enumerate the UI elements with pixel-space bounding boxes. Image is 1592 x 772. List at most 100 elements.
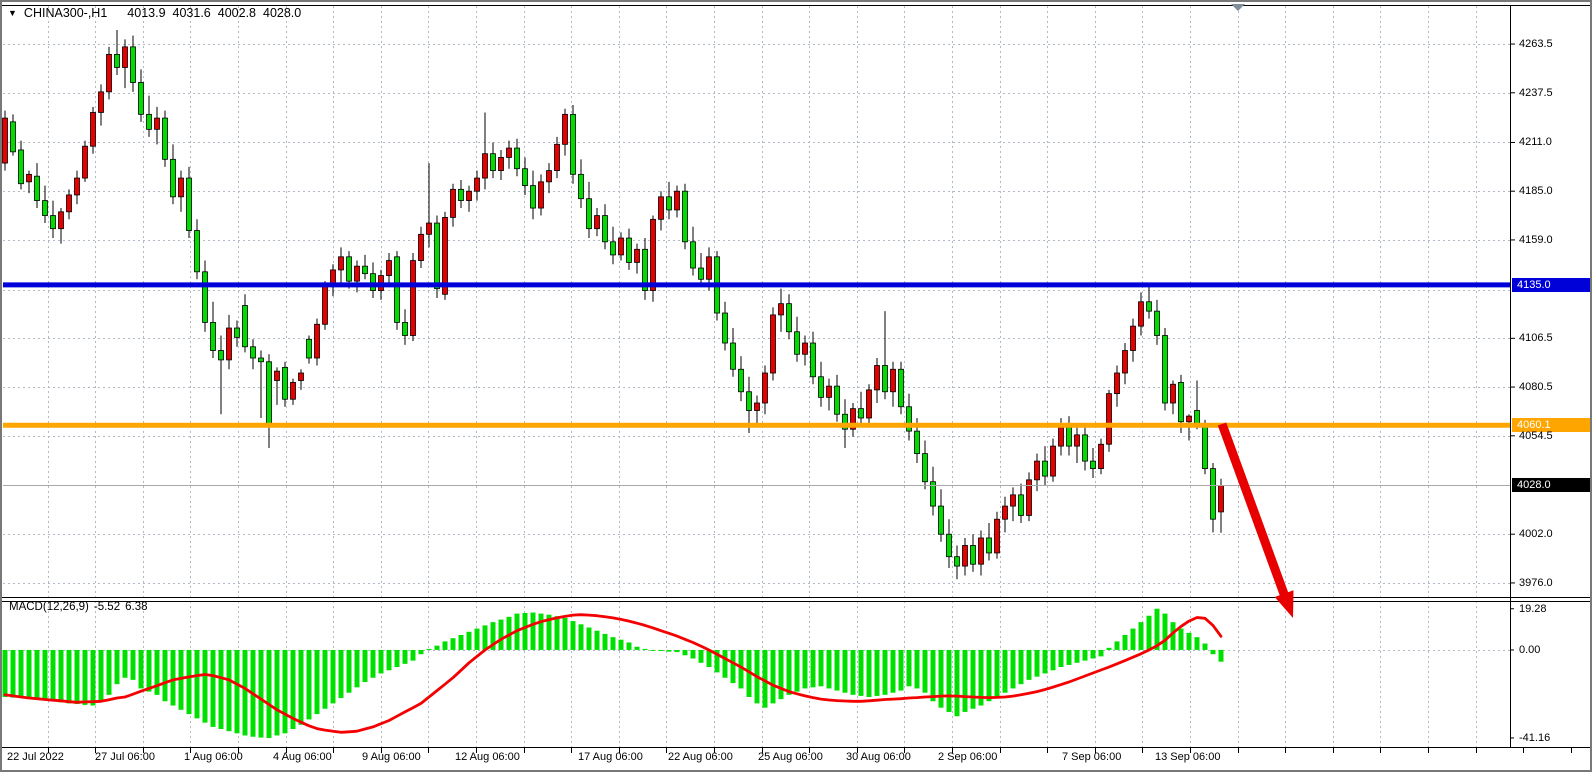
macd-histogram-bar bbox=[578, 624, 584, 650]
candle-up bbox=[1050, 445, 1056, 477]
candle-up bbox=[178, 177, 184, 198]
macd-histogram-bar bbox=[1202, 643, 1208, 650]
macd-histogram-bar bbox=[66, 649, 72, 704]
macd-histogram-bar bbox=[306, 649, 312, 720]
macd-histogram-bar bbox=[530, 612, 536, 650]
macd-histogram-bar bbox=[802, 649, 808, 689]
candle-up bbox=[274, 370, 280, 381]
candle-up bbox=[354, 265, 360, 282]
candle-up bbox=[1122, 350, 1128, 374]
candle-up bbox=[802, 342, 808, 355]
macd-histogram-bar bbox=[106, 649, 112, 695]
candle-down bbox=[170, 158, 176, 198]
price-axis[interactable] bbox=[1511, 5, 1592, 748]
time-axis[interactable] bbox=[0, 748, 1592, 772]
macd-histogram-bar bbox=[618, 639, 624, 650]
macd-histogram-bar bbox=[338, 649, 344, 699]
macd-histogram-bar bbox=[122, 649, 128, 678]
macd-histogram-bar bbox=[634, 646, 640, 650]
macd-histogram-bar bbox=[154, 649, 160, 695]
candle-up bbox=[90, 112, 96, 147]
macd-histogram-bar bbox=[434, 645, 440, 650]
macd-histogram-bar bbox=[506, 616, 512, 650]
macd-histogram-bar bbox=[1218, 649, 1224, 662]
macd-histogram-bar bbox=[1162, 613, 1168, 650]
macd-histogram-bar bbox=[1210, 649, 1216, 655]
candle-up bbox=[322, 284, 328, 325]
candle-down bbox=[986, 537, 992, 554]
candle-up bbox=[770, 314, 776, 374]
macd-histogram-bar bbox=[626, 642, 632, 650]
macd-histogram-bar bbox=[74, 649, 80, 705]
macd-histogram-bar bbox=[522, 612, 528, 650]
candle-up bbox=[618, 237, 624, 256]
candle-down bbox=[434, 222, 440, 290]
candle-down bbox=[938, 505, 944, 535]
macd-histogram-bar bbox=[722, 649, 728, 678]
candle-down bbox=[242, 305, 248, 348]
candle-down bbox=[50, 215, 56, 230]
macd-histogram-bar bbox=[274, 649, 280, 736]
macd-histogram-bar bbox=[954, 649, 960, 717]
macd-histogram-bar bbox=[642, 648, 648, 650]
macd-histogram-bar bbox=[1058, 649, 1064, 668]
candle-down bbox=[514, 147, 520, 170]
macd-histogram-bar bbox=[1122, 634, 1128, 650]
macd-histogram-bar bbox=[346, 649, 352, 693]
candle-down bbox=[130, 46, 136, 83]
candle-up bbox=[474, 177, 480, 192]
trend-arrow-head[interactable] bbox=[1274, 590, 1294, 618]
symbol-dropdown-icon[interactable]: ▼ bbox=[8, 8, 17, 18]
macd-histogram-bar bbox=[138, 649, 144, 689]
chart-shift-marker-icon[interactable] bbox=[1231, 4, 1245, 11]
macd-histogram-bar bbox=[210, 649, 216, 727]
candle-up bbox=[1138, 301, 1144, 327]
candle-down bbox=[522, 168, 528, 186]
candle-down bbox=[1066, 425, 1072, 447]
candle-up bbox=[874, 365, 880, 391]
macd-histogram-bar bbox=[650, 649, 656, 651]
macd-histogram-bar bbox=[458, 634, 464, 650]
candle-down bbox=[954, 556, 960, 567]
candle-up bbox=[890, 368, 896, 393]
macd-histogram-bar bbox=[1042, 649, 1048, 674]
candle-down bbox=[786, 303, 792, 333]
candle-down bbox=[698, 267, 704, 280]
macd-histogram-bar bbox=[738, 649, 744, 689]
candle-up bbox=[650, 218, 656, 291]
macd-histogram-bar bbox=[130, 649, 136, 680]
trend-arrow-line[interactable] bbox=[1217, 422, 1289, 596]
candle-down bbox=[1154, 310, 1160, 336]
candle-down bbox=[570, 113, 576, 175]
macd-histogram-bar bbox=[546, 614, 552, 650]
macd-histogram-bar bbox=[218, 649, 224, 730]
candle-down bbox=[346, 256, 352, 282]
candle-up bbox=[2, 117, 8, 164]
macd-histogram-bar bbox=[874, 649, 880, 696]
candle-down bbox=[394, 256, 400, 323]
candle-down bbox=[602, 215, 608, 243]
macd-histogram-bar bbox=[986, 649, 992, 702]
symbol-timeframe-label: CHINA300-,H1 bbox=[23, 6, 108, 20]
candle-down bbox=[114, 53, 120, 68]
candle-down bbox=[306, 338, 312, 359]
macd-histogram-bar bbox=[34, 649, 40, 700]
macd-histogram-bar bbox=[42, 649, 48, 701]
candle-down bbox=[1090, 460, 1096, 470]
candle-down bbox=[730, 342, 736, 370]
macd-histogram-bar bbox=[1138, 622, 1144, 650]
candle-down bbox=[1082, 434, 1088, 462]
ohlc-low-value: 4002.8 bbox=[217, 6, 256, 20]
candle-up bbox=[66, 194, 72, 213]
macd-histogram-bar bbox=[1186, 632, 1192, 650]
candle-down bbox=[402, 321, 408, 336]
candle-up bbox=[594, 215, 600, 230]
macd-histogram-bar bbox=[1194, 637, 1200, 650]
candle-up bbox=[754, 402, 760, 411]
macd-histogram-bar bbox=[226, 649, 232, 732]
macd-histogram-bar bbox=[1010, 649, 1016, 689]
candle-up bbox=[978, 537, 984, 565]
chart-header: ▼ CHINA300-,H1 4013.9 4031.6 4002.8 4028… bbox=[8, 6, 308, 20]
